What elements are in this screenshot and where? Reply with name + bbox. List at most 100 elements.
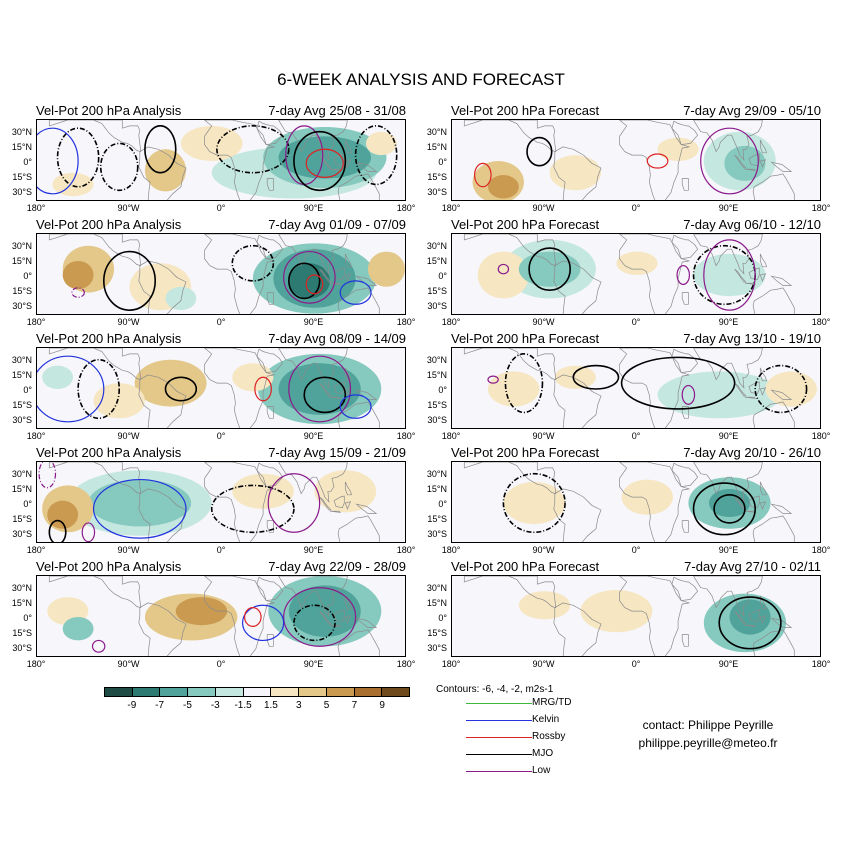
coastline-11 (770, 503, 793, 514)
contour-4 (754, 364, 808, 414)
lon-label: 180° (811, 317, 831, 327)
panel-variable-kind: Vel-Pot 200 hPa Forecast (451, 217, 600, 232)
lon-label: 180° (26, 659, 46, 669)
coastline-5 (278, 576, 348, 617)
coastline-2 (553, 146, 602, 200)
lat-label: 30°N (11, 127, 32, 137)
coastline-8 (744, 396, 757, 399)
legend-line (466, 703, 532, 704)
coastline-13 (759, 253, 767, 268)
contour-4 (676, 265, 691, 285)
map-svg (47, 576, 382, 656)
panel-variable-kind: Vel-Pot 200 hPa Forecast (451, 445, 600, 460)
anomaly-fill-2 (487, 371, 540, 407)
contour-3 (646, 153, 669, 169)
contour-1 (37, 355, 105, 423)
coastline-12 (337, 515, 380, 542)
lon-label: 180° (441, 659, 461, 669)
contour-4 (244, 607, 262, 627)
coastline-5 (693, 234, 763, 275)
legend-line (466, 720, 532, 721)
coastline-2 (553, 374, 602, 428)
lat-label: 15°N (11, 142, 32, 152)
coastline-9 (333, 609, 345, 623)
contour-7 (254, 376, 272, 402)
anomaly-fill-5 (549, 155, 602, 191)
lon-label: 90°W (532, 317, 555, 327)
legend-line (466, 754, 532, 755)
coastline-10 (344, 159, 352, 168)
coastline-7 (319, 610, 332, 625)
contour-3 (267, 473, 321, 533)
coastline-1 (48, 120, 142, 153)
coastline-4 (671, 234, 699, 259)
coastline-13 (759, 595, 767, 610)
coastline-4 (671, 462, 699, 487)
lon-label: 90°W (117, 545, 140, 555)
coastline-2 (138, 602, 187, 656)
coastline-5 (693, 348, 763, 389)
lon-label: 90°E (303, 545, 324, 555)
anomaly-fill-4 (144, 149, 187, 192)
contour-6 (293, 130, 347, 192)
lon-label: 90°E (303, 431, 324, 441)
lat-label: 0° (23, 271, 32, 281)
coastline-3 (618, 348, 690, 428)
anomaly-fill-2 (708, 488, 751, 518)
contour-6 (38, 462, 57, 489)
contour-5 (497, 263, 510, 275)
anomaly-fill-5 (616, 251, 658, 275)
anomaly-fill-3 (134, 359, 207, 407)
anomaly-fill-4 (621, 479, 673, 515)
coastline-6 (266, 406, 274, 419)
coastline-1 (463, 576, 557, 609)
lat-label: 30°S (427, 301, 447, 311)
colorbar-tick-label: 9 (379, 700, 385, 711)
anomaly-fill-5 (42, 365, 73, 389)
lat-label: 15°S (12, 628, 32, 638)
coastline-3 (203, 348, 275, 428)
map-area (36, 233, 406, 315)
lat-label: 15°S (427, 286, 447, 296)
coastline-6 (681, 520, 689, 533)
anomaly-fill-6 (52, 172, 94, 197)
colorbar-swatch-9 (326, 688, 355, 696)
coastline-12 (752, 173, 795, 200)
map-area (36, 119, 406, 201)
panel-variable-kind: Vel-Pot 200 hPa Analysis (36, 217, 182, 232)
lon-label: 0° (631, 659, 641, 669)
contour-6 (305, 274, 324, 295)
coastline-12 (752, 287, 795, 314)
lon-label: 90°E (718, 545, 739, 555)
map-panel-8: Vel-Pot 200 hPa Forecast 7-day Avg 20/10 … (427, 445, 830, 555)
coastline-11 (355, 617, 378, 628)
colorbar-swatch-7 (271, 688, 300, 696)
lon-label: 90°E (718, 659, 739, 669)
coastline-12 (752, 515, 795, 542)
coastline-7 (319, 382, 332, 397)
map-panel-5: Vel-Pot 200 hPa Analysis 7-day Avg 08/09 … (12, 331, 415, 441)
lat-label: 15°N (426, 484, 447, 494)
colorbar-tick-label: -5 (183, 700, 192, 711)
lon-label: 180° (811, 659, 831, 669)
legend-label: MRG/TD (532, 697, 572, 708)
lat-label: 0° (438, 613, 447, 623)
coastline-12 (337, 629, 380, 656)
coastline-12 (752, 629, 795, 656)
anomaly-fill-3 (693, 253, 766, 297)
coastline-1 (463, 234, 557, 267)
contour-1 (718, 596, 782, 650)
map-svg (463, 462, 795, 542)
lat-label: 30°N (11, 583, 32, 593)
lon-label: 90°W (117, 203, 140, 213)
panel-period: 7-day Avg 22/09 - 28/09 (268, 559, 406, 574)
coastline-1 (48, 348, 142, 381)
coastline-10 (759, 159, 767, 168)
lat-label: 15°S (12, 286, 32, 296)
legend-label: MJO (532, 748, 554, 759)
coastline-11 (770, 161, 793, 172)
lon-label: 180° (441, 545, 461, 555)
contour-1 (283, 587, 357, 647)
coastline-8 (744, 168, 757, 171)
legend-item-mjo: MJO (466, 748, 606, 763)
